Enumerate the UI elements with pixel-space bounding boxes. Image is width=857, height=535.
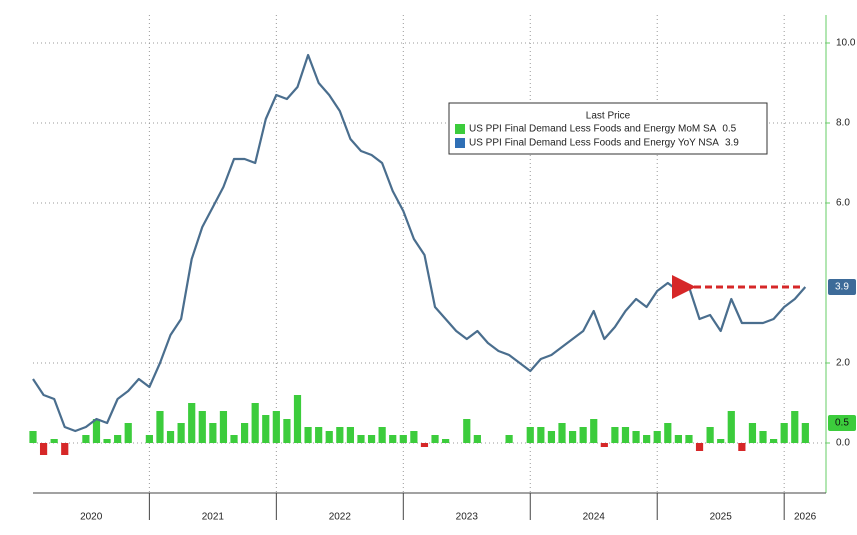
bar [367,435,376,443]
y-tick-label: 0.0 [836,438,850,449]
bar [442,439,450,443]
bar [537,427,545,443]
bar [272,411,280,443]
x-tick-label: 2021 [202,512,225,523]
bar [685,435,693,443]
bar [420,443,429,447]
bar [706,427,714,443]
bar [145,435,153,443]
bar [632,431,640,443]
bar [50,439,58,443]
y-tick-label: 10.0 [836,38,856,49]
bar [664,423,672,443]
bar [357,435,365,443]
bar [791,411,799,443]
bar [251,403,259,443]
last-price-label: 3.9 [835,282,849,293]
legend-title: Last Price [586,111,631,122]
bar [801,423,809,443]
bar [410,431,418,443]
bar [82,435,90,443]
legend: Last Price US PPI Final Demand Less Food… [448,102,768,155]
bar [399,435,407,443]
last-price-badge [828,279,856,295]
bar [463,419,471,443]
bar [780,423,788,443]
x-tick-label: 2022 [329,512,352,523]
bar [325,431,333,443]
bar [748,423,757,443]
bar [526,427,534,443]
marks [29,53,809,455]
bar [611,427,619,443]
bar [717,439,725,443]
bar [188,403,196,443]
bar [209,423,217,443]
bar [695,443,704,451]
last-price-badge [828,415,856,431]
bar [378,427,386,443]
bar [293,395,302,443]
bar [92,419,101,443]
legend-box [448,102,768,155]
bar [505,435,513,443]
bar [770,439,778,443]
bar [114,435,122,443]
bar [727,411,735,443]
bar [389,435,397,443]
bar [473,435,481,443]
bar [621,427,630,443]
bar [759,431,767,443]
bar [738,443,746,451]
bar [643,435,651,443]
bar [156,411,164,443]
bar [262,415,270,443]
legend-label: US PPI Final Demand Less Foods and Energ… [469,124,717,135]
bar [166,431,175,443]
legend-swatch [455,124,465,134]
bar [547,431,556,443]
y-tick-label: 6.0 [836,198,850,209]
bar [177,423,185,443]
bar [39,443,48,455]
bar [103,439,111,443]
x-tick-label: 2025 [710,512,733,523]
bar [653,431,661,443]
bar [558,423,566,443]
x-tick-label: 2024 [583,512,606,523]
y-tick-label: 8.0 [836,118,850,129]
bar [600,443,608,447]
bar [230,435,238,443]
bar [304,427,312,443]
bar [241,423,249,443]
bar [315,427,323,443]
legend-swatch [455,138,465,148]
grid [33,15,826,493]
legend-value: 0.5 [722,124,736,135]
y-tick-label: 2.0 [836,358,850,369]
x-tick-label: 2023 [456,512,479,523]
legend-value: 3.9 [725,138,739,149]
legend-label: US PPI Final Demand Less Foods and Energ… [469,138,719,149]
bar [219,411,228,443]
bar [590,419,598,443]
x-tick-label: 2020 [80,512,103,523]
last-price-label: 0.5 [835,418,849,429]
x-tick-label: 2026 [794,512,817,523]
bar [431,435,439,443]
bar [336,427,344,443]
bar [346,427,354,443]
bar [124,423,132,443]
bar [198,411,206,443]
bar [283,419,291,443]
bar [674,435,682,443]
bar [568,431,577,443]
bar [61,443,69,455]
bar [29,431,37,443]
bar [579,427,587,443]
